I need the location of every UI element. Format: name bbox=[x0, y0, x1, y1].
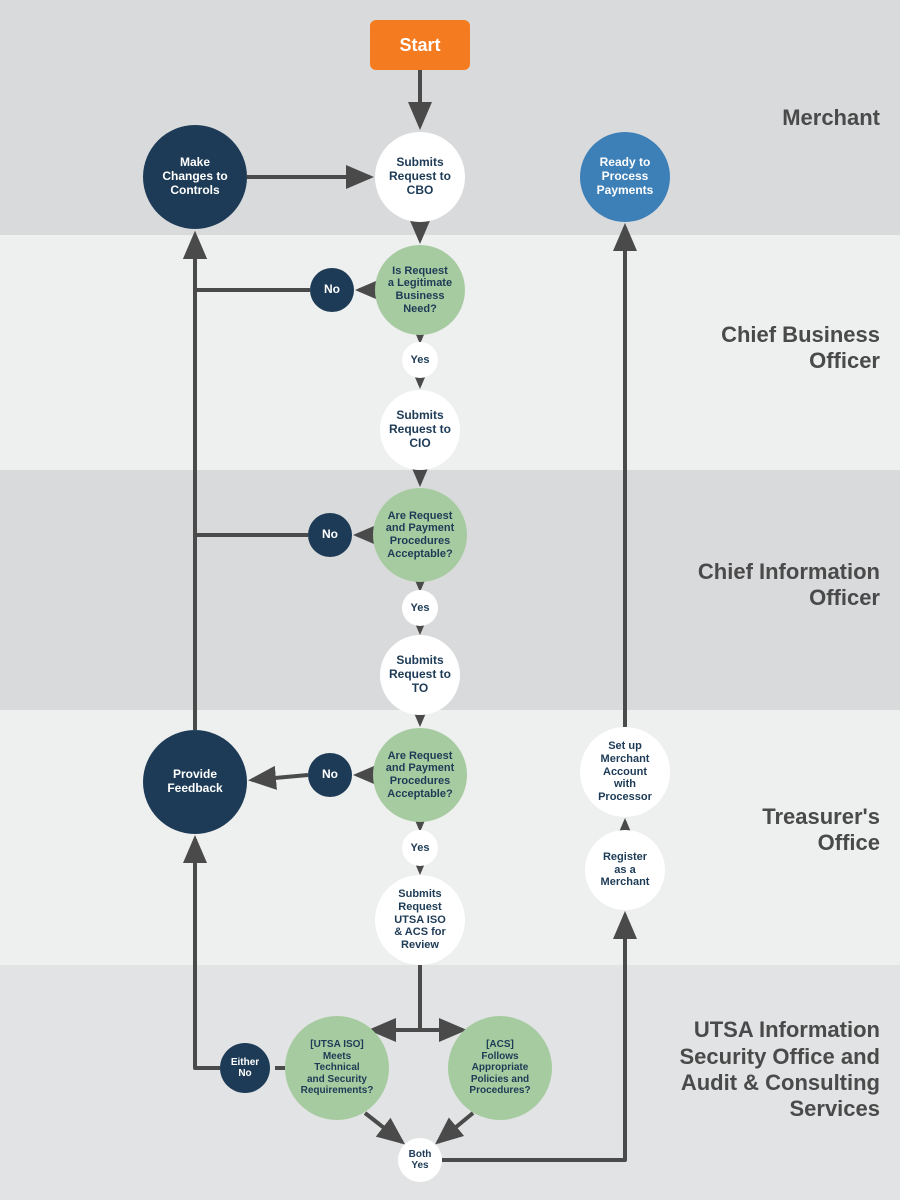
node-label-provide_feedback: Provide Feedback bbox=[167, 768, 222, 796]
node-label-register: Register as a Merchant bbox=[601, 851, 650, 889]
node-submit_iso: Submits Request UTSA ISO & ACS for Revie… bbox=[375, 875, 465, 965]
node-submit_to: Submits Request to TO bbox=[380, 635, 460, 715]
node-setup_account: Set up Merchant Account with Processor bbox=[580, 727, 670, 817]
lane-label-merchant: Merchant bbox=[782, 105, 880, 131]
node-label-no2: No bbox=[322, 528, 338, 542]
node-acceptable1: Are Request and Payment Procedures Accep… bbox=[373, 488, 467, 582]
node-acceptable2: Are Request and Payment Procedures Accep… bbox=[373, 728, 467, 822]
node-label-acs: [ACS] Follows Appropriate Policies and P… bbox=[469, 1039, 530, 1097]
node-label-submit_cio: Submits Request to CIO bbox=[389, 409, 451, 450]
node-legit_need: Is Request a Legitimate Business Need? bbox=[375, 245, 465, 335]
node-label-legit_need: Is Request a Legitimate Business Need? bbox=[388, 265, 452, 316]
node-yes3: Yes bbox=[402, 830, 438, 866]
node-label-submit_cbo: Submits Request to CBO bbox=[389, 156, 451, 197]
node-label-acceptable1: Are Request and Payment Procedures Accep… bbox=[386, 510, 454, 561]
node-label-no1: No bbox=[324, 283, 340, 297]
node-label-acceptable2: Are Request and Payment Procedures Accep… bbox=[386, 750, 454, 801]
node-label-submit_to: Submits Request to TO bbox=[389, 654, 451, 695]
node-label-setup_account: Set up Merchant Account with Processor bbox=[598, 740, 652, 803]
node-no1: No bbox=[310, 268, 354, 312]
lane-label-to: Treasurer's Office bbox=[762, 804, 880, 857]
node-label-ready: Ready to Process Payments bbox=[597, 156, 654, 197]
node-no3: No bbox=[308, 753, 352, 797]
node-label-yes3: Yes bbox=[411, 842, 430, 855]
node-either_no: Either No bbox=[220, 1043, 270, 1093]
node-both_yes: Both Yes bbox=[398, 1138, 442, 1182]
node-register: Register as a Merchant bbox=[585, 830, 665, 910]
node-ready: Ready to Process Payments bbox=[580, 132, 670, 222]
node-utsa_iso: [UTSA ISO] Meets Technical and Security … bbox=[285, 1016, 389, 1120]
node-label-yes2: Yes bbox=[411, 602, 430, 615]
node-label-both_yes: Both Yes bbox=[409, 1149, 432, 1172]
node-label-submit_iso: Submits Request UTSA ISO & ACS for Revie… bbox=[394, 888, 446, 951]
node-submit_cbo: Submits Request to CBO bbox=[375, 132, 465, 222]
node-label-make_changes: Make Changes to Controls bbox=[162, 156, 227, 197]
node-label-no3: No bbox=[322, 768, 338, 782]
lane-label-iso: UTSA Information Security Office and Aud… bbox=[679, 1017, 880, 1123]
node-label-yes1: Yes bbox=[411, 354, 430, 367]
node-submit_cio: Submits Request to CIO bbox=[380, 390, 460, 470]
node-yes2: Yes bbox=[402, 590, 438, 626]
node-provide_feedback: Provide Feedback bbox=[143, 730, 247, 834]
node-acs: [ACS] Follows Appropriate Policies and P… bbox=[448, 1016, 552, 1120]
node-label-either_no: Either No bbox=[231, 1057, 259, 1080]
node-no2: No bbox=[308, 513, 352, 557]
node-make_changes: Make Changes to Controls bbox=[143, 125, 247, 229]
node-yes1: Yes bbox=[402, 342, 438, 378]
node-label-start: Start bbox=[399, 35, 440, 56]
lane-label-cio: Chief Information Officer bbox=[698, 559, 880, 612]
node-start: Start bbox=[370, 20, 470, 70]
node-label-utsa_iso: [UTSA ISO] Meets Technical and Security … bbox=[301, 1039, 374, 1097]
lane-label-cbo: Chief Business Officer bbox=[721, 322, 880, 375]
